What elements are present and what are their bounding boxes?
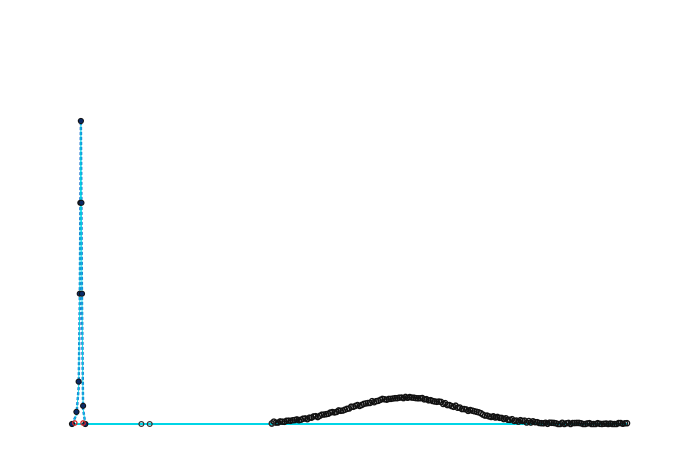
narrow-peak-point — [73, 408, 80, 415]
isolated-point — [138, 420, 145, 428]
narrow-peak-point — [77, 117, 84, 125]
narrow-peak-point — [78, 199, 85, 206]
broad-peak-point — [496, 414, 503, 422]
broad-peak-point — [590, 420, 597, 428]
broad-peak-point — [458, 405, 466, 413]
narrow-peak-point — [75, 378, 82, 385]
narrow-peak-point — [80, 402, 87, 409]
broad-peak-point — [444, 401, 451, 409]
isolated-point — [268, 420, 275, 428]
broad-peak-point — [611, 420, 618, 428]
spike-base-marker — [71, 420, 78, 426]
broad-peak-point — [588, 420, 595, 428]
broad-peak-point — [385, 395, 393, 403]
broad-peak-point — [623, 419, 631, 427]
broad-peak-point — [579, 420, 587, 428]
narrow-peak-point — [68, 420, 76, 428]
broad-peak-point — [391, 394, 399, 402]
narrow-peak-fit-highlight — [71, 120, 86, 425]
broad-peak-point — [609, 420, 616, 428]
narrow-peak-point — [78, 290, 86, 297]
broad-peak-point — [615, 419, 622, 427]
isolated-point — [146, 420, 153, 428]
spike-base-marker — [80, 420, 86, 426]
